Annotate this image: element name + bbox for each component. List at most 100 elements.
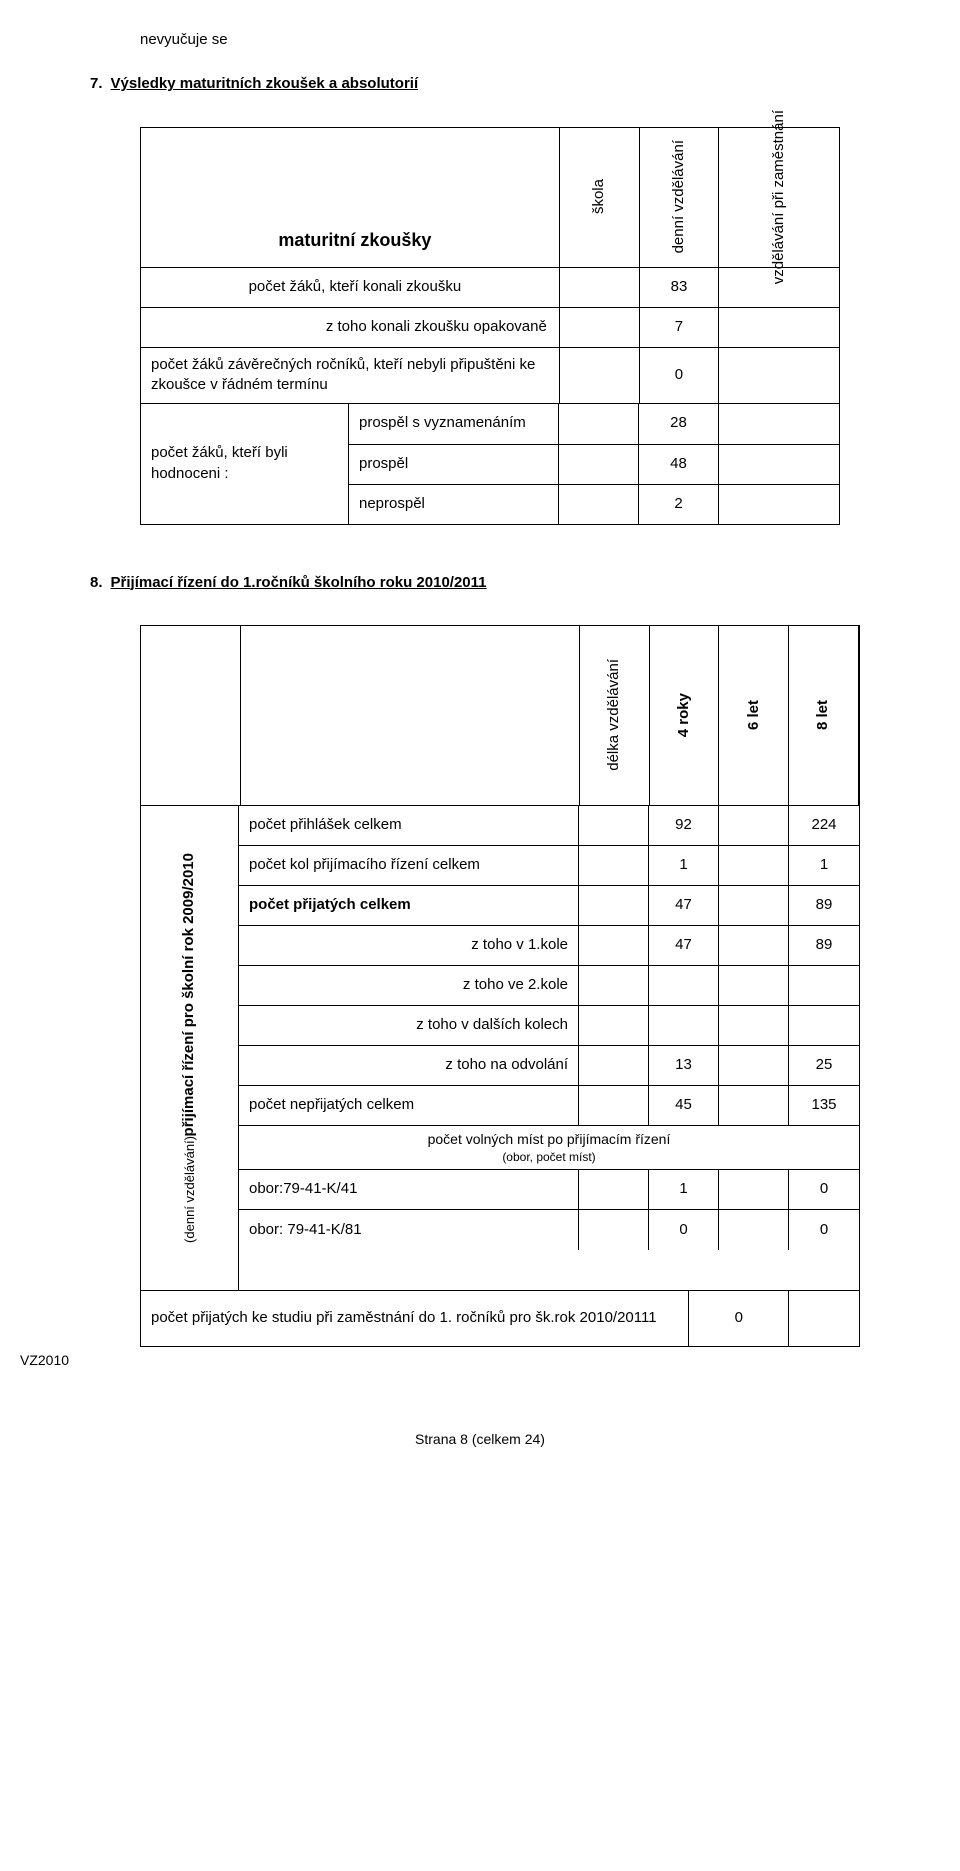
table-1-col2-text: škola xyxy=(589,179,609,214)
section-7-heading: 7. Výsledky maturitních zkoušek a absolu… xyxy=(90,74,870,94)
value-cell: 47 xyxy=(649,886,719,925)
label-cell: z toho v dalších kolech xyxy=(239,1006,579,1045)
value-cell: 0 xyxy=(789,1170,859,1209)
empty-cell xyxy=(141,626,241,805)
left-rot-label: přijímací řízení pro školní rok 2009/201… xyxy=(141,806,239,1290)
label-cell: počet přijatých celkem xyxy=(239,886,579,925)
empty-cell xyxy=(241,626,580,805)
page-footer: Strana 8 (celkem 24) xyxy=(90,1430,870,1449)
table-row: počet nepřijatých celkem 45 135 xyxy=(239,1086,859,1126)
value-cell: 45 xyxy=(649,1086,719,1125)
label-cell: prospěl s vyznamenáním xyxy=(349,404,559,444)
value-cell: 1 xyxy=(789,846,859,885)
label-cell: z toho konali zkoušku opakovaně xyxy=(141,308,560,347)
label-cell: prospěl xyxy=(349,445,559,484)
section-8-number: 8. xyxy=(90,573,103,593)
table-1-header: maturitní zkoušky škola denní vzdělávání… xyxy=(141,128,839,268)
section-8-title: Přijímací řízení do 1.ročníků školního r… xyxy=(111,573,487,593)
col-header-length-text: délka vzdělávání xyxy=(604,659,624,771)
value-cell: 89 xyxy=(789,886,859,925)
label-cell: neprospěl xyxy=(349,485,559,524)
table-row: z toho v 1.kole 47 89 xyxy=(239,926,859,966)
empty-cell xyxy=(579,1210,649,1250)
empty-cell xyxy=(649,966,719,1005)
value-cell: 13 xyxy=(649,1046,719,1085)
value-cell: 135 xyxy=(789,1086,859,1125)
pre-line: nevyučuje se xyxy=(140,30,870,50)
table-2: délka vzdělávání 4 roky 6 let 8 let přij… xyxy=(140,625,860,1347)
col-header-8let: 8 let xyxy=(789,626,859,805)
table-1-heading-cell: maturitní zkoušky xyxy=(141,128,560,267)
value-cell: 2 xyxy=(639,485,719,524)
table-1-col3-header: denní vzdělávání xyxy=(640,128,720,267)
empty-cell xyxy=(719,966,789,1005)
label-cell: z toho ve 2.kole xyxy=(239,966,579,1005)
merged-caption-row: počet volných míst po přijímacím řízení … xyxy=(239,1126,859,1170)
table-row: obor: 79-41-K/81 0 0 xyxy=(239,1210,859,1250)
value-cell: 1 xyxy=(649,1170,719,1209)
empty-cell xyxy=(719,348,839,403)
col-header-4roky-text: 4 roky xyxy=(674,693,694,737)
col-header-length: délka vzdělávání xyxy=(580,626,650,805)
label-cell: z toho na odvolání xyxy=(239,1046,579,1085)
table-row: neprospěl 2 xyxy=(349,484,839,524)
empty-cell xyxy=(719,404,839,444)
section-7-title: Výsledky maturitních zkoušek a absolutor… xyxy=(111,74,419,94)
table-row: počet přijatých celkem 47 89 xyxy=(239,886,859,926)
table-row: z toho na odvolání 13 25 xyxy=(239,1046,859,1086)
value-cell: 48 xyxy=(639,445,719,484)
empty-cell xyxy=(559,485,639,524)
empty-cell xyxy=(579,886,649,925)
empty-cell xyxy=(579,1170,649,1209)
corner-code: VZ2010 xyxy=(20,1351,870,1370)
left-rot-sub: (denní vzdělávání) xyxy=(181,1136,199,1243)
label-cell: počet žáků závěrečných ročníků, kteří ne… xyxy=(141,348,560,403)
label-cell: počet žáků, kteří konali zkoušku xyxy=(141,268,560,307)
section-8-heading: 8. Přijímací řízení do 1.ročníků školníh… xyxy=(90,573,870,593)
table-row: počet žáků, kteří konali zkoušku 83 xyxy=(141,268,839,308)
table-row: z toho konali zkoušku opakovaně 7 xyxy=(141,308,839,348)
table-row: obor:79-41-K/41 1 0 xyxy=(239,1170,859,1210)
footer-value: 0 xyxy=(689,1291,789,1346)
table-row: z toho ve 2.kole xyxy=(239,966,859,1006)
empty-cell xyxy=(579,806,649,845)
empty-cell xyxy=(579,846,649,885)
empty-cell xyxy=(719,1046,789,1085)
col-header-6let: 6 let xyxy=(719,626,789,805)
empty-cell xyxy=(719,846,789,885)
col-header-4roky: 4 roky xyxy=(650,626,720,805)
merged-caption-main: počet volných míst po přijímacím řízení xyxy=(428,1130,671,1149)
table-row: prospěl s vyznamenáním 28 xyxy=(349,404,839,444)
value-cell: 0 xyxy=(640,348,720,403)
footer-label: počet přijatých ke studiu při zaměstnání… xyxy=(141,1291,689,1346)
value-cell: 89 xyxy=(789,926,859,965)
value-cell: 83 xyxy=(640,268,720,307)
col-header-8let-text: 8 let xyxy=(813,700,833,730)
empty-cell xyxy=(579,926,649,965)
section-7-number: 7. xyxy=(90,74,103,94)
empty-cell xyxy=(560,268,640,307)
table-1-col3-text: denní vzdělávání xyxy=(669,140,689,253)
left-rot-main: přijímací řízení pro školní rok 2009/201… xyxy=(179,853,199,1136)
empty-cell xyxy=(719,926,789,965)
table-1-col2-header: škola xyxy=(560,128,640,267)
empty-cell xyxy=(579,1046,649,1085)
empty-cell xyxy=(719,1210,789,1250)
empty-cell xyxy=(649,1006,719,1045)
label-cell: obor: 79-41-K/81 xyxy=(239,1210,579,1250)
table-1-col4-header: vzdělávání při zaměstnání xyxy=(719,128,839,267)
table-1: maturitní zkoušky škola denní vzdělávání… xyxy=(140,127,840,525)
table-2-footer-row: počet přijatých ke studiu při zaměstnání… xyxy=(141,1290,859,1346)
empty-cell xyxy=(559,445,639,484)
value-cell: 92 xyxy=(649,806,719,845)
label-cell: počet nepřijatých celkem xyxy=(239,1086,579,1125)
empty-cell xyxy=(789,1006,859,1045)
empty-cell xyxy=(579,966,649,1005)
table-1-col4-text: vzdělávání při zaměstnání xyxy=(769,110,789,284)
empty-cell xyxy=(789,966,859,1005)
empty-cell xyxy=(789,1291,859,1346)
table-row: z toho v dalších kolech xyxy=(239,1006,859,1046)
split-left-label: počet žáků, kteří byli hodnoceni : xyxy=(141,404,349,524)
empty-cell xyxy=(560,348,640,403)
merged-caption-sub: (obor, počet míst) xyxy=(502,1149,595,1165)
